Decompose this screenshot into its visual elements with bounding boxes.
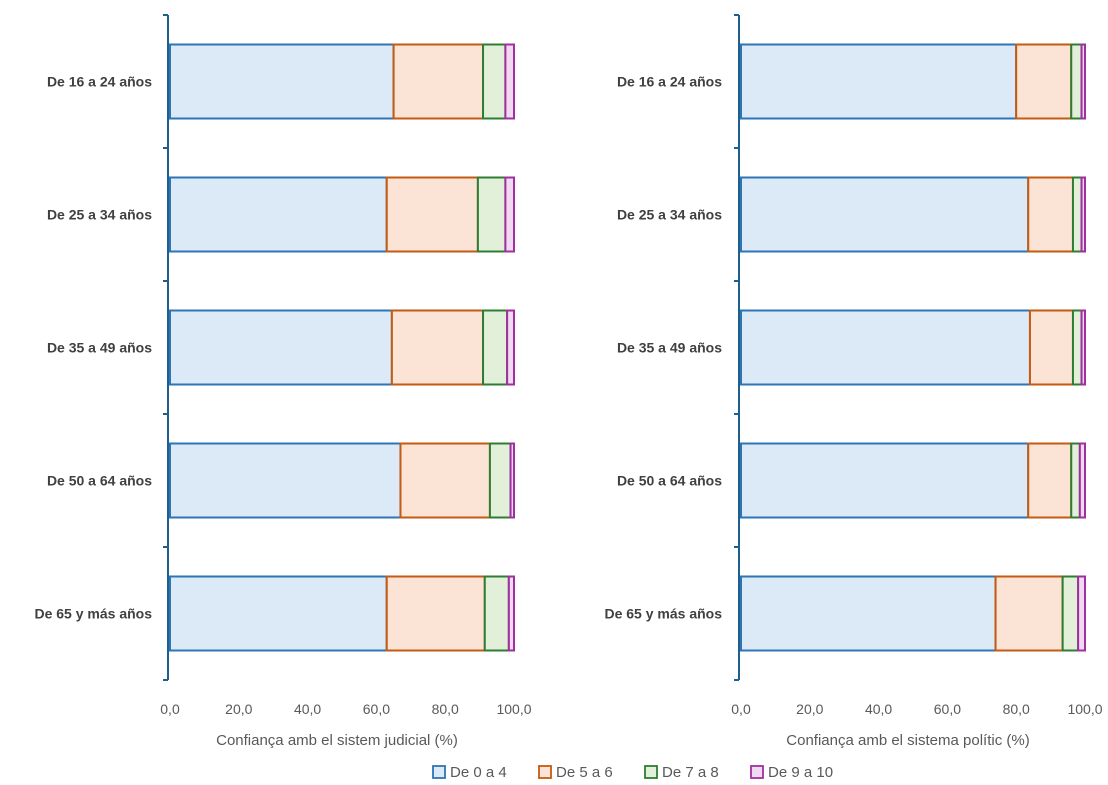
bar-segment bbox=[505, 178, 514, 252]
legend-swatch bbox=[433, 766, 445, 778]
x-tick-label: 20,0 bbox=[225, 701, 252, 717]
bar-segment bbox=[394, 45, 483, 119]
bar-segment bbox=[490, 444, 511, 518]
bar-segment bbox=[511, 444, 514, 518]
bar-segment bbox=[1073, 311, 1082, 385]
x-tick-label: 0,0 bbox=[160, 701, 180, 717]
bar-segment bbox=[507, 311, 514, 385]
bar-segment bbox=[170, 178, 387, 252]
bar-segment bbox=[741, 178, 1028, 252]
bar-segment bbox=[1071, 444, 1080, 518]
bar-segment bbox=[1082, 178, 1085, 252]
bar-segment bbox=[1016, 45, 1071, 119]
legend-swatch bbox=[645, 766, 657, 778]
category-label: De 16 a 24 años bbox=[47, 74, 152, 90]
bar-segment bbox=[509, 577, 514, 651]
bar-segment bbox=[387, 178, 478, 252]
x-axis-title: Confiança amb el sistem judicial (%) bbox=[216, 732, 458, 749]
category-label: De 35 a 49 años bbox=[47, 340, 152, 356]
legend-label: De 7 a 8 bbox=[662, 764, 719, 781]
legend: De 0 a 4 De 5 a 6 De 7 a 8 De 9 a 10 bbox=[433, 764, 833, 781]
bar-segment bbox=[1063, 577, 1078, 651]
legend-label: De 0 a 4 bbox=[450, 764, 507, 781]
x-tick-label: 0,0 bbox=[731, 701, 751, 717]
bar-segment bbox=[741, 444, 1028, 518]
bar-segment bbox=[1028, 178, 1073, 252]
chart-panel-2: De 16 a 24 años De 25 a 34 años De 35 a 49… bbox=[604, 15, 1102, 749]
bar-segment bbox=[505, 45, 514, 119]
bar-segment bbox=[400, 444, 489, 518]
x-tick-label: 80,0 bbox=[432, 701, 459, 717]
bar-segment bbox=[392, 311, 483, 385]
category-label: De 50 a 64 años bbox=[47, 473, 152, 489]
bar-segment bbox=[741, 577, 996, 651]
x-tick-label: 40,0 bbox=[865, 701, 892, 717]
category-label: De 65 y más años bbox=[34, 606, 152, 622]
bar-segment bbox=[1073, 178, 1082, 252]
bar-segment bbox=[1082, 311, 1085, 385]
bar-segment bbox=[741, 45, 1016, 119]
bar-segment bbox=[1071, 45, 1081, 119]
legend-label: De 5 a 6 bbox=[556, 764, 613, 781]
bar-segment bbox=[1080, 444, 1085, 518]
category-label: De 25 a 34 años bbox=[617, 207, 722, 223]
chart-panel-1: De 16 a 24 años De 25 a 34 años De 35 a 49… bbox=[34, 15, 531, 749]
x-axis-title: Confiança amb el sistema polític (%) bbox=[786, 732, 1029, 749]
x-tick-label: 60,0 bbox=[934, 701, 961, 717]
category-label: De 65 y más años bbox=[604, 606, 722, 622]
x-tick-label: 100,0 bbox=[1067, 701, 1102, 717]
bar-segment bbox=[996, 577, 1063, 651]
bar-segment bbox=[170, 311, 392, 385]
bar-segment bbox=[170, 444, 400, 518]
bar-segment bbox=[741, 311, 1030, 385]
bar-segment bbox=[387, 577, 485, 651]
x-tick-label: 80,0 bbox=[1003, 701, 1030, 717]
bar-segment bbox=[170, 577, 387, 651]
legend-swatch bbox=[751, 766, 763, 778]
category-label: De 50 a 64 años bbox=[617, 473, 722, 489]
bar-segment bbox=[1082, 45, 1085, 119]
bar-segment bbox=[170, 45, 394, 119]
bar-segment bbox=[485, 577, 509, 651]
legend-swatch bbox=[539, 766, 551, 778]
x-tick-label: 100,0 bbox=[496, 701, 531, 717]
bar-segment bbox=[483, 45, 505, 119]
x-tick-label: 20,0 bbox=[796, 701, 823, 717]
x-tick-label: 40,0 bbox=[294, 701, 321, 717]
bar-segment bbox=[1078, 577, 1085, 651]
category-label: De 25 a 34 años bbox=[47, 207, 152, 223]
category-label: De 16 a 24 años bbox=[617, 74, 722, 90]
bar-segment bbox=[1028, 444, 1071, 518]
legend-label: De 9 a 10 bbox=[768, 764, 833, 781]
category-label: De 35 a 49 años bbox=[617, 340, 722, 356]
bar-segment bbox=[478, 178, 506, 252]
bar-segment bbox=[1030, 311, 1073, 385]
bar-segment bbox=[483, 311, 507, 385]
x-tick-label: 60,0 bbox=[363, 701, 390, 717]
